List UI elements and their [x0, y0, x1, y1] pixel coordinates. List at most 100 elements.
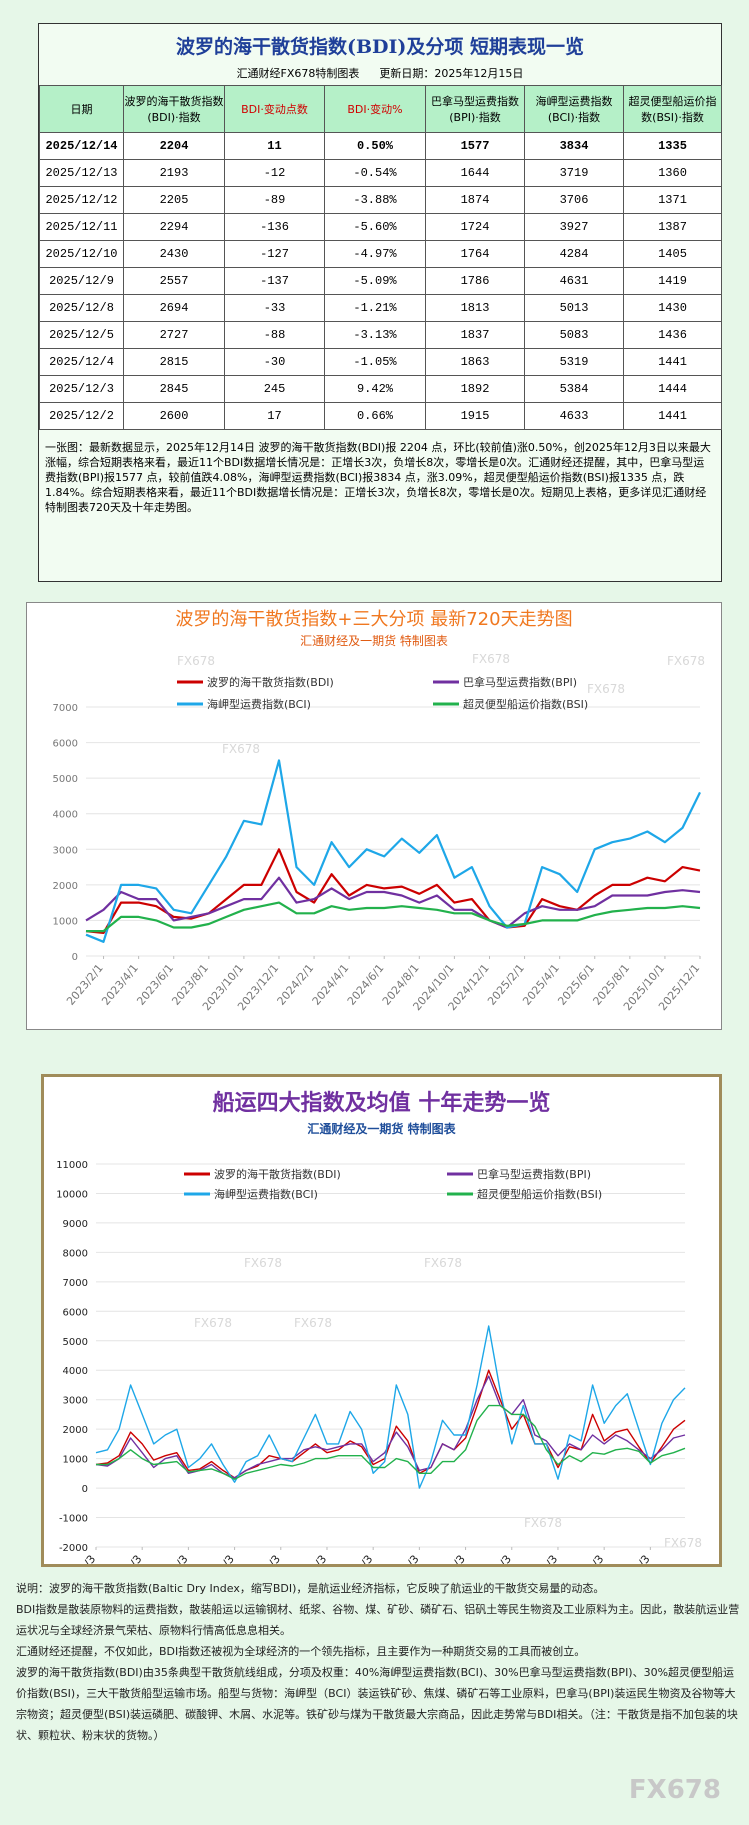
table-cell: 2845 [123, 375, 225, 403]
watermark: FX678 [587, 682, 625, 696]
column-header: BDI·变动点数 [224, 85, 325, 133]
table-cell: 1786 [425, 267, 525, 295]
watermark: FX678 [177, 654, 215, 668]
watermark: FX678 [244, 1256, 282, 1270]
table-cell: -1.05% [324, 348, 426, 376]
series-line [96, 1404, 686, 1480]
column-header: 超灵便型船运价指数(BSI)·指数 [623, 85, 722, 133]
note-paragraph: 波罗的海干散货指数(BDI)由35条典型干散货航线组成，分项及权重：40%海岬型… [16, 1666, 738, 1742]
table-cell: 4631 [524, 267, 624, 295]
chart-title: 波罗的海干散货指数+三大分项 最新720天走势图 [175, 609, 572, 630]
table-row: 2025/12/5 2727 -88 -3.13% 1837 5083 1436 [39, 321, 722, 349]
table-subtitle: 汇通财经FX678特制图表 更新日期：2025年12月15日 [39, 65, 721, 81]
table-cell: 4633 [524, 402, 624, 430]
x-tick-label: 2017/1/3 [241, 1553, 283, 1567]
x-tick-label: 2023/1/3 [519, 1553, 561, 1567]
header-row: 日期 波罗的海干散货指数(BDI)·指数 BDI·变动点数 BDI·变动% 巴拿马型运费… [39, 85, 722, 133]
watermark: FX678 [472, 652, 510, 666]
table-cell: -88 [224, 321, 325, 349]
table-cell: -3.13% [324, 321, 426, 349]
table-cell: 245 [224, 375, 325, 403]
data-table: 日期 波罗的海干散货指数(BDI)·指数 BDI·变动点数 BDI·变动% 巴拿马型运费… [39, 85, 722, 430]
table-cell: 3719 [524, 159, 624, 187]
x-tick-label: 2018/1/3 [288, 1553, 330, 1567]
series-line [95, 1325, 686, 1489]
table-cell: 1371 [623, 186, 722, 214]
column-header: 海岬型运费指数(BCI)·指数 [524, 85, 624, 133]
table-cell: 2025/12/2 [39, 402, 124, 430]
table-cell: 5319 [524, 348, 624, 376]
table-cell: 1863 [425, 348, 525, 376]
table-cell: 1441 [623, 348, 722, 376]
table-cell: 0.66% [324, 402, 426, 430]
table-cell: 2815 [123, 348, 225, 376]
table-cell: 2694 [123, 294, 225, 322]
table-cell: -0.54% [324, 159, 426, 187]
column-header: BDI·变动% [324, 85, 426, 133]
y-tick-label: 11000 [56, 1160, 88, 1171]
table-cell: -5.60% [324, 213, 426, 241]
y-tick-label: 3000 [63, 1396, 88, 1407]
table-cell: 5083 [524, 321, 624, 349]
table-cell: 2205 [123, 186, 225, 214]
y-tick-label: 2000 [63, 1425, 88, 1436]
y-tick-label: 8000 [63, 1248, 88, 1259]
table-cell: 1360 [623, 159, 722, 187]
table-cell: -33 [224, 294, 325, 322]
table-cell: 1837 [425, 321, 525, 349]
watermark: FX678 [424, 1256, 462, 1270]
table-row: 2025/12/13 2193 -12 -0.54% 1644 3719 1360 [39, 159, 722, 187]
y-tick-label: 7000 [63, 1278, 88, 1289]
update-date: 更新日期：2025年12月15日 [379, 67, 524, 80]
table-cell: 0.50% [324, 132, 426, 160]
legend-label: 超灵便型船运价指数(BSI) [477, 1187, 602, 1201]
table-cell: 17 [224, 402, 325, 430]
table-cell: 1441 [623, 402, 722, 430]
table-row: 2025/12/2 2600 17 0.66% 1915 4633 1441 [39, 402, 722, 430]
table-cell: -4.97% [324, 240, 426, 268]
table-cell: 3927 [524, 213, 624, 241]
table-cell: 1430 [623, 294, 722, 322]
table-cell: 1813 [425, 294, 525, 322]
table-row: 2025/12/9 2557 -137 -5.09% 1786 4631 1419 [39, 267, 722, 295]
table-cell: 4284 [524, 240, 624, 268]
column-header: 巴拿马型运费指数(BPI)·指数 [425, 85, 525, 133]
watermark: FX678 [524, 1516, 562, 1530]
table-cell: 2193 [123, 159, 225, 187]
chart-subtitle: 汇通财经及一期货 特制图表 [300, 633, 448, 648]
y-tick-label: -1000 [59, 1514, 88, 1525]
table-cell: 2025/12/12 [39, 186, 124, 214]
y-tick-label: 4000 [53, 810, 78, 821]
table-cell: -1.21% [324, 294, 426, 322]
table-row: 2025/12/8 2694 -33 -1.21% 1813 5013 1430 [39, 294, 722, 322]
table-cell: 5013 [524, 294, 624, 322]
table-cell: 2204 [123, 132, 225, 160]
watermark: FX678 [222, 742, 260, 756]
table-cell: 1874 [425, 186, 525, 214]
table-cell: 1724 [425, 213, 525, 241]
x-tick-label: 2016/1/3 [195, 1553, 237, 1567]
table-cell: -12 [224, 159, 325, 187]
chart-10y: FX678 FX678 FX678 FX678 FX678 FX678 船运四大指数及均值 … [41, 1074, 722, 1567]
watermark: FX678 [194, 1316, 232, 1330]
table-row: 2025/12/12 2205 -89 -3.88% 1874 3706 1371 [39, 186, 722, 214]
table-cell: -89 [224, 186, 325, 214]
x-tick-label: 2024/1/3 [565, 1553, 607, 1567]
table-cell: 2557 [123, 267, 225, 295]
y-tick-label: 6000 [53, 739, 78, 750]
summary-table-box: 波罗的海干散货指数(BDI)及分项 短期表现一览 汇通财经FX678特制图表 更新… [38, 23, 722, 582]
y-tick-label: 5000 [53, 774, 78, 785]
table-cell: 1335 [623, 132, 722, 160]
y-tick-label: 0 [72, 952, 78, 963]
y-tick-label: 3000 [53, 845, 78, 856]
table-cell: 2025/12/3 [39, 375, 124, 403]
watermark: FX678 [294, 1316, 332, 1330]
legend-label: 巴拿马型运费指数(BPI) [477, 1167, 591, 1181]
table-row: 2025/12/11 2294 -136 -5.60% 1724 3927 1387 [39, 213, 722, 241]
table-cell: -127 [224, 240, 325, 268]
table-cell: 9.42% [324, 375, 426, 403]
table-cell: 11 [224, 132, 325, 160]
legend-label: 超灵便型船运价指数(BSI) [463, 697, 588, 711]
y-tick-label: 10000 [56, 1189, 88, 1200]
